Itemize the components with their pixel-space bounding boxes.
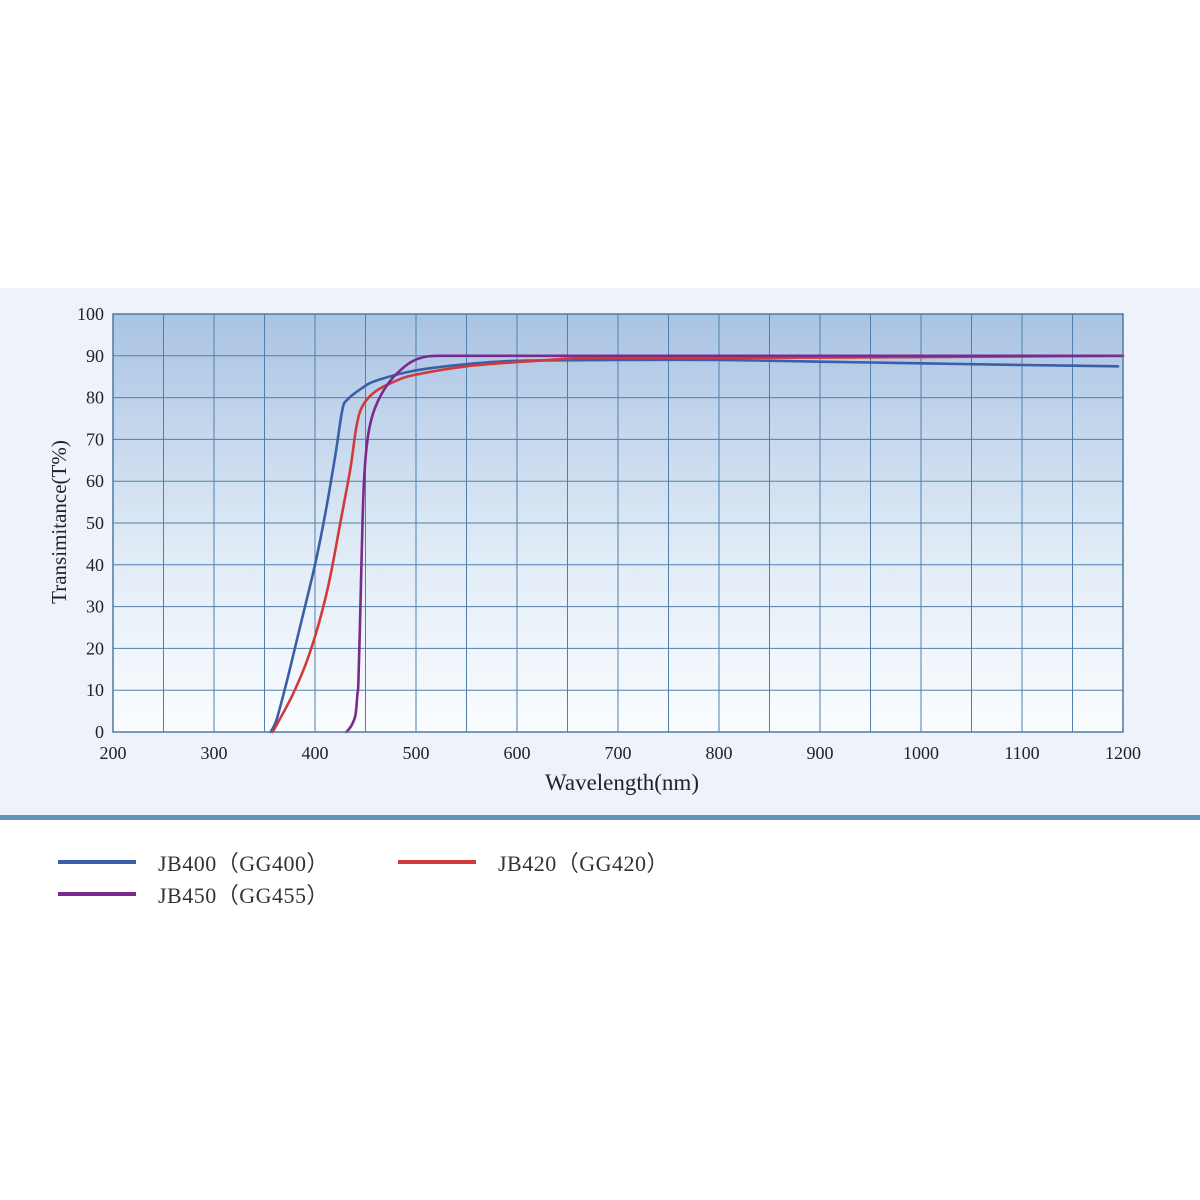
- y-tick-label: 0: [95, 722, 104, 742]
- legend-label-jb450: JB450（GG455）: [158, 883, 330, 908]
- y-tick-label: 10: [86, 680, 104, 700]
- series-line-jb420: [271, 354, 1125, 734]
- y-tick-label: 40: [86, 555, 104, 575]
- transmittance-chart: 200 300 400 500 600 700 800 900 1000 1100 1200 0 10…: [47, 304, 1142, 795]
- x-tick-label: 600: [504, 743, 531, 763]
- legend-item-jb450: JB450（GG455）: [58, 878, 329, 910]
- y-tick-label: 60: [86, 471, 104, 491]
- x-tick-label: 1200: [1105, 743, 1141, 763]
- y-tick-label: 90: [86, 346, 104, 366]
- series-line-jb450: [345, 354, 1125, 734]
- legend-swatch-jb400: [58, 860, 136, 864]
- legend-item-jb420: JB420（GG420）: [398, 846, 669, 878]
- legend-swatch-jb420: [398, 860, 476, 864]
- x-tick-label: 1000: [903, 743, 939, 763]
- legend-item-jb400: JB400（GG400）: [58, 846, 329, 878]
- panel-divider: [0, 815, 1200, 820]
- y-tick-label: 100: [77, 304, 104, 324]
- y-tick-label: 50: [86, 513, 104, 533]
- legend-swatch-jb450: [58, 892, 136, 896]
- x-tick-label: 900: [807, 743, 834, 763]
- y-tick-label: 30: [86, 597, 104, 617]
- y-tick-label: 70: [86, 429, 104, 449]
- legend-label-jb400: JB400（GG400）: [158, 851, 330, 876]
- legend: JB400（GG400） JB420（GG420） JB450（GG455）: [0, 840, 1200, 920]
- series-line-jb400: [269, 358, 1120, 734]
- legend-label-jb420: JB420（GG420）: [498, 851, 670, 876]
- x-tick-label: 200: [100, 743, 127, 763]
- y-tick-label: 20: [86, 638, 104, 658]
- x-tick-label: 400: [302, 743, 329, 763]
- x-tick-label: 500: [403, 743, 430, 763]
- x-tick-label: 800: [706, 743, 733, 763]
- series-layer: [269, 354, 1125, 734]
- y-tick-labels: 0 10 20 30 40 50 60 70 80 90 100: [77, 304, 104, 742]
- y-axis-label: Transimitance(T%): [47, 440, 71, 604]
- x-tick-labels: 200 300 400 500 600 700 800 900 1000 1100 1200: [100, 743, 1142, 763]
- x-tick-label: 1100: [1004, 743, 1039, 763]
- x-tick-label: 700: [605, 743, 632, 763]
- grid: [113, 314, 1123, 732]
- x-axis-label: Wavelength(nm): [545, 770, 699, 795]
- y-tick-label: 80: [86, 388, 104, 408]
- x-tick-label: 300: [201, 743, 228, 763]
- plot-frame: [112, 313, 1124, 733]
